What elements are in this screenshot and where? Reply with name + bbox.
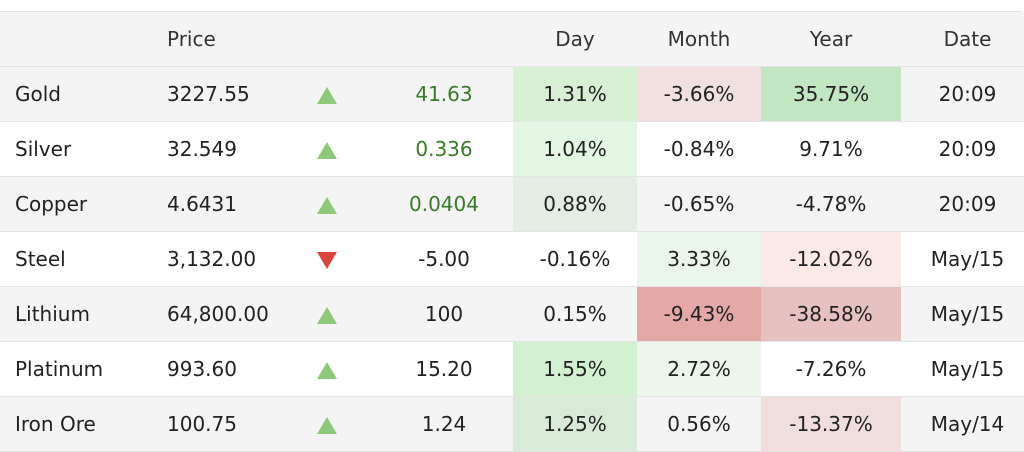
month-percent-cell: -3.66% [637, 66, 761, 122]
table-row[interactable]: Platinum 993.60 15.20 1.55% 2.72% -7.26% May/1… [0, 341, 1024, 397]
month-percent-cell: 2.72% [637, 341, 761, 397]
direction-cell [317, 286, 375, 342]
month-percent-cell: 0.56% [637, 396, 761, 452]
arrow-up-icon [317, 362, 337, 379]
year-percent-cell: -12.02% [761, 231, 901, 287]
commodity-name-link[interactable]: Platinum [0, 341, 167, 397]
table-body: Gold 3227.55 41.63 1.31% -3.66% 35.75% 20:09 Si… [0, 66, 1024, 452]
change-cell: 0.0404 [375, 176, 513, 232]
table-row[interactable]: Steel 3,132.00 -5.00 -0.16% 3.33% -12.02% May/… [0, 231, 1024, 287]
change-cell: 100 [375, 286, 513, 342]
day-percent-cell: 1.25% [513, 396, 637, 452]
header-date[interactable]: Date [901, 12, 1024, 67]
change-cell: 15.20 [375, 341, 513, 397]
price-cell: 64,800.00 [167, 286, 317, 342]
day-percent-cell: 1.04% [513, 121, 637, 177]
date-cell: 20:09 [901, 121, 1024, 177]
month-percent-cell: -0.84% [637, 121, 761, 177]
arrow-up-icon [317, 142, 337, 159]
direction-cell [317, 231, 375, 287]
header-name[interactable] [0, 12, 167, 67]
day-percent-cell: 1.55% [513, 341, 637, 397]
header-arrow [317, 12, 375, 67]
table-row[interactable]: Copper 4.6431 0.0404 0.88% -0.65% -4.78% 20:09 [0, 176, 1024, 232]
month-percent-cell: 3.33% [637, 231, 761, 287]
table-row[interactable]: Lithium 64,800.00 100 0.15% -9.43% -38.58% May… [0, 286, 1024, 342]
commodity-name-link[interactable]: Copper [0, 176, 167, 232]
date-cell: May/15 [901, 286, 1024, 342]
price-cell: 100.75 [167, 396, 317, 452]
day-percent-cell: -0.16% [513, 231, 637, 287]
date-cell: May/14 [901, 396, 1024, 452]
header-month[interactable]: Month [637, 12, 761, 67]
table-row[interactable]: Gold 3227.55 41.63 1.31% -3.66% 35.75% 20:09 [0, 66, 1024, 122]
price-cell: 3227.55 [167, 66, 317, 122]
change-cell: -5.00 [375, 231, 513, 287]
year-percent-cell: -13.37% [761, 396, 901, 452]
change-cell: 41.63 [375, 66, 513, 122]
direction-cell [317, 396, 375, 452]
change-cell: 1.24 [375, 396, 513, 452]
commodities-table: Price Day Month Year Date Gold 3227.55 41.… [0, 12, 1024, 452]
arrow-up-icon [317, 307, 337, 324]
day-percent-cell: 0.88% [513, 176, 637, 232]
commodity-name-link[interactable]: Iron Ore [0, 396, 167, 452]
price-cell: 32.549 [167, 121, 317, 177]
commodity-name-link[interactable]: Steel [0, 231, 167, 287]
price-cell: 3,132.00 [167, 231, 317, 287]
year-percent-cell: -7.26% [761, 341, 901, 397]
year-percent-cell: 9.71% [761, 121, 901, 177]
table-row[interactable]: Silver 32.549 0.336 1.04% -0.84% 9.71% 20:09 [0, 121, 1024, 177]
header-year[interactable]: Year [761, 12, 901, 67]
direction-cell [317, 341, 375, 397]
header-price[interactable]: Price [167, 12, 317, 67]
table-row[interactable]: Iron Ore 100.75 1.24 1.25% 0.56% -13.37% May/1… [0, 396, 1024, 452]
commodities-table-container: Price Day Month Year Date Gold 3227.55 41.… [0, 11, 1024, 452]
date-cell: 20:09 [901, 176, 1024, 232]
month-percent-cell: -9.43% [637, 286, 761, 342]
arrow-up-icon [317, 197, 337, 214]
header-change [375, 12, 513, 67]
day-percent-cell: 1.31% [513, 66, 637, 122]
direction-cell [317, 176, 375, 232]
date-cell: May/15 [901, 341, 1024, 397]
year-percent-cell: 35.75% [761, 66, 901, 122]
month-percent-cell: -0.65% [637, 176, 761, 232]
arrow-up-icon [317, 87, 337, 104]
price-cell: 4.6431 [167, 176, 317, 232]
change-cell: 0.336 [375, 121, 513, 177]
table-header-row: Price Day Month Year Date [0, 12, 1024, 67]
commodity-name-link[interactable]: Silver [0, 121, 167, 177]
arrow-down-icon [317, 252, 337, 269]
year-percent-cell: -38.58% [761, 286, 901, 342]
direction-cell [317, 121, 375, 177]
date-cell: May/15 [901, 231, 1024, 287]
day-percent-cell: 0.15% [513, 286, 637, 342]
date-cell: 20:09 [901, 66, 1024, 122]
header-day[interactable]: Day [513, 12, 637, 67]
commodity-name-link[interactable]: Lithium [0, 286, 167, 342]
arrow-up-icon [317, 417, 337, 434]
direction-cell [317, 66, 375, 122]
commodity-name-link[interactable]: Gold [0, 66, 167, 122]
price-cell: 993.60 [167, 341, 317, 397]
year-percent-cell: -4.78% [761, 176, 901, 232]
